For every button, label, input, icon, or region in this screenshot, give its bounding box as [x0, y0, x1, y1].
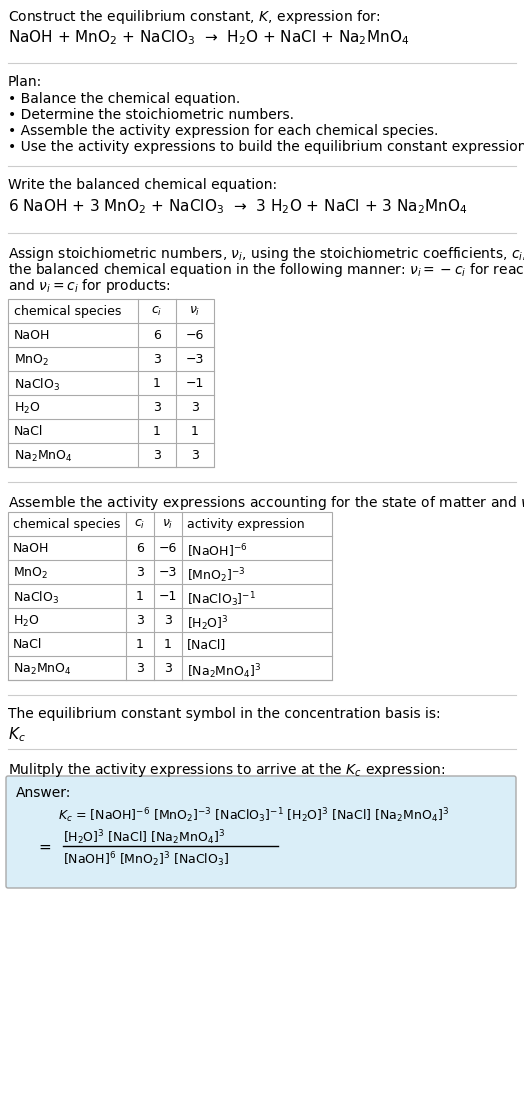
Text: −3: −3 [159, 566, 177, 579]
Text: NaOH + MnO$_2$ + NaClO$_3$  →  H$_2$O + NaCl + Na$_2$MnO$_4$: NaOH + MnO$_2$ + NaClO$_3$ → H$_2$O + Na… [8, 29, 409, 47]
Text: 1: 1 [136, 590, 144, 603]
Text: MnO$_2$: MnO$_2$ [14, 353, 49, 369]
Text: 3: 3 [164, 661, 172, 675]
Text: • Determine the stoichiometric numbers.: • Determine the stoichiometric numbers. [8, 108, 294, 122]
Text: 3: 3 [191, 402, 199, 414]
Text: [NaCl]: [NaCl] [187, 638, 226, 651]
Text: • Balance the chemical equation.: • Balance the chemical equation. [8, 92, 240, 106]
Text: NaClO$_3$: NaClO$_3$ [13, 590, 59, 607]
Text: Mulitply the activity expressions to arrive at the $K_c$ expression:: Mulitply the activity expressions to arr… [8, 761, 445, 779]
Text: 3: 3 [191, 449, 199, 462]
Text: Assemble the activity expressions accounting for the state of matter and $\nu_i$: Assemble the activity expressions accoun… [8, 494, 524, 512]
Text: 3: 3 [153, 449, 161, 462]
Text: =: = [38, 840, 51, 855]
Text: • Assemble the activity expression for each chemical species.: • Assemble the activity expression for e… [8, 124, 439, 138]
Text: NaOH: NaOH [13, 542, 49, 555]
Text: [Na$_2$MnO$_4$]$^3$: [Na$_2$MnO$_4$]$^3$ [187, 661, 261, 681]
Text: chemical species: chemical species [14, 305, 122, 318]
Text: NaClO$_3$: NaClO$_3$ [14, 377, 60, 393]
Text: $K_c$ = [NaOH]$^{-6}$ [MnO$_2$]$^{-3}$ [NaClO$_3$]$^{-1}$ [H$_2$O]$^3$ [NaCl] [N: $K_c$ = [NaOH]$^{-6}$ [MnO$_2$]$^{-3}$ [… [58, 806, 449, 825]
Text: −3: −3 [186, 353, 204, 366]
Text: −6: −6 [159, 542, 177, 555]
Text: [NaOH]$^6$ [MnO$_2$]$^3$ [NaClO$_3$]: [NaOH]$^6$ [MnO$_2$]$^3$ [NaClO$_3$] [63, 850, 229, 869]
Text: Assign stoichiometric numbers, $\nu_i$, using the stoichiometric coefficients, $: Assign stoichiometric numbers, $\nu_i$, … [8, 245, 524, 263]
Text: 1: 1 [136, 638, 144, 651]
Bar [8, 299, 214, 467]
Text: −1: −1 [186, 377, 204, 391]
Text: Na$_2$MnO$_4$: Na$_2$MnO$_4$ [13, 661, 72, 677]
Text: $K_c$: $K_c$ [8, 725, 26, 744]
Text: [H$_2$O]$^3$: [H$_2$O]$^3$ [187, 614, 228, 633]
Text: 3: 3 [136, 566, 144, 579]
Text: $c_i$: $c_i$ [134, 518, 146, 531]
Text: Construct the equilibrium constant, $K$, expression for:: Construct the equilibrium constant, $K$,… [8, 8, 380, 26]
Text: MnO$_2$: MnO$_2$ [13, 566, 48, 581]
Text: Na$_2$MnO$_4$: Na$_2$MnO$_4$ [14, 449, 73, 464]
Text: 6: 6 [153, 329, 161, 342]
Text: Answer:: Answer: [16, 785, 71, 800]
Text: 1: 1 [164, 638, 172, 651]
Text: 3: 3 [136, 661, 144, 675]
Text: $\nu_i$: $\nu_i$ [189, 305, 201, 318]
Text: [H$_2$O]$^3$ [NaCl] [Na$_2$MnO$_4$]$^3$: [H$_2$O]$^3$ [NaCl] [Na$_2$MnO$_4$]$^3$ [63, 828, 225, 847]
Text: −1: −1 [159, 590, 177, 603]
Text: chemical species: chemical species [13, 518, 121, 531]
Text: NaCl: NaCl [14, 425, 43, 438]
Text: $c_i$: $c_i$ [151, 305, 162, 318]
Text: 6: 6 [136, 542, 144, 555]
Text: H$_2$O: H$_2$O [14, 402, 40, 416]
FancyBboxPatch shape [6, 776, 516, 887]
Text: activity expression: activity expression [187, 518, 304, 531]
Text: H$_2$O: H$_2$O [13, 614, 40, 629]
Text: the balanced chemical equation in the following manner: $\nu_i = -c_i$ for react: the balanced chemical equation in the fo… [8, 261, 524, 279]
Text: [MnO$_2$]$^{-3}$: [MnO$_2$]$^{-3}$ [187, 566, 246, 585]
Text: −6: −6 [186, 329, 204, 342]
Text: Plan:: Plan: [8, 75, 42, 89]
Text: 6 NaOH + 3 MnO$_2$ + NaClO$_3$  →  3 H$_2$O + NaCl + 3 Na$_2$MnO$_4$: 6 NaOH + 3 MnO$_2$ + NaClO$_3$ → 3 H$_2$… [8, 197, 467, 216]
Text: 3: 3 [153, 353, 161, 366]
Text: 1: 1 [153, 425, 161, 438]
Text: 1: 1 [153, 377, 161, 391]
Text: • Use the activity expressions to build the equilibrium constant expression.: • Use the activity expressions to build … [8, 140, 524, 154]
Text: [NaOH]$^{-6}$: [NaOH]$^{-6}$ [187, 542, 247, 559]
Bar [8, 512, 332, 680]
Text: The equilibrium constant symbol in the concentration basis is:: The equilibrium constant symbol in the c… [8, 706, 441, 721]
Text: NaCl: NaCl [13, 638, 42, 651]
Text: 3: 3 [136, 614, 144, 627]
Text: 3: 3 [153, 402, 161, 414]
Text: $\nu_i$: $\nu_i$ [162, 518, 173, 531]
Text: and $\nu_i = c_i$ for products:: and $\nu_i = c_i$ for products: [8, 278, 171, 295]
Text: NaOH: NaOH [14, 329, 50, 342]
Text: 3: 3 [164, 614, 172, 627]
Text: 1: 1 [191, 425, 199, 438]
Text: Write the balanced chemical equation:: Write the balanced chemical equation: [8, 178, 277, 192]
Text: [NaClO$_3$]$^{-1}$: [NaClO$_3$]$^{-1}$ [187, 590, 256, 609]
